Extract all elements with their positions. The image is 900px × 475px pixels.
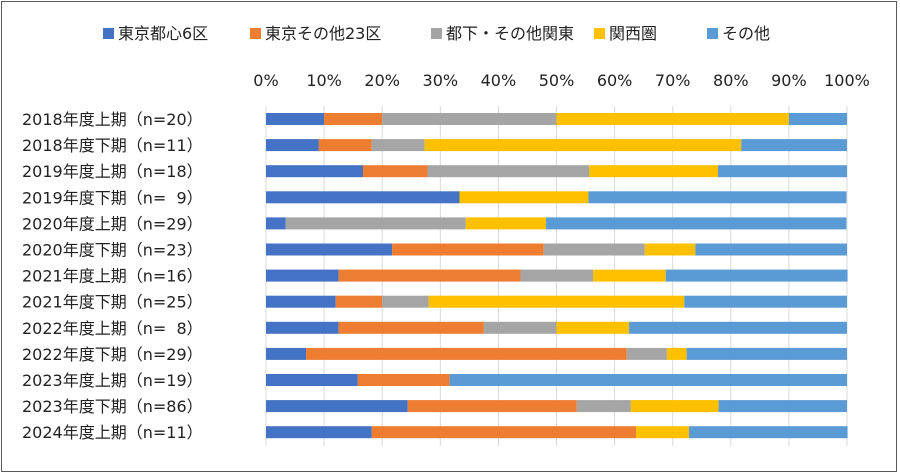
bar-segment (266, 191, 460, 204)
category-label: 2018年度下期（n=11） (22, 136, 203, 155)
legend-label: 東京都心6区 (118, 24, 208, 43)
bar-segment (686, 347, 847, 360)
category-label: 2024年度上期（n=11） (22, 423, 203, 442)
bar-segment (427, 165, 590, 178)
x-tick-label: 70% (655, 71, 691, 90)
legend-label: その他 (722, 24, 770, 43)
bar-segment (266, 400, 408, 413)
legend-swatch (250, 28, 261, 39)
x-axis-ticks: 0% 10% 20% 30% 40% 50% 60% 70% 80% 90% 100% (253, 71, 870, 90)
legend-swatch (707, 28, 718, 39)
bar-segment (465, 217, 547, 230)
bar-segment (588, 191, 847, 204)
bar-segment (266, 217, 286, 230)
legend-label: 東京その他23区 (265, 24, 381, 43)
bar-segment (718, 165, 847, 178)
bar-segment (576, 400, 631, 413)
bar-segment (266, 321, 339, 334)
legend-swatch (103, 28, 114, 39)
bar-segment (266, 243, 393, 256)
bar-segment (629, 321, 847, 334)
bar-segment (338, 269, 521, 282)
bar-segment (695, 243, 847, 256)
bar-segment (392, 243, 544, 256)
bar-segment (630, 400, 719, 413)
bar-segment (266, 165, 364, 178)
category-label: 2022年度上期（n= 8） (22, 319, 203, 338)
category-label: 2022年度下期（n=29） (22, 345, 203, 364)
bar-segment (636, 426, 689, 439)
x-tick-label: 60% (597, 71, 633, 90)
bar-segment (382, 295, 429, 308)
bar-segment (741, 139, 847, 152)
category-label: 2023年度下期（n=86） (22, 397, 203, 416)
bar-segment (543, 243, 645, 256)
bar-segment (407, 400, 577, 413)
bar-segment (459, 191, 589, 204)
bar-segment (382, 113, 557, 125)
bar-segment (318, 139, 372, 152)
bar-segment (626, 347, 667, 360)
x-tick-label: 90% (771, 71, 807, 90)
bar-segment (335, 295, 383, 308)
bar-segment (718, 400, 847, 413)
bar-segment (424, 139, 742, 152)
category-label: 2021年度下期（n=25） (22, 293, 203, 312)
bar-segment (665, 269, 848, 282)
x-tick-label: 50% (539, 71, 575, 90)
bar-segment (593, 269, 666, 282)
bar-segment (688, 426, 848, 439)
bar-segment (520, 269, 594, 282)
bar-segment (371, 139, 425, 152)
bar-segment (589, 165, 719, 178)
bar-segment (266, 347, 307, 360)
bar-segment (556, 113, 789, 125)
x-tick-label: 20% (364, 71, 400, 90)
x-tick-label: 40% (481, 71, 517, 90)
x-tick-label: 0% (253, 71, 278, 90)
category-label: 2020年度上期（n=29） (22, 214, 203, 233)
bar-segment (285, 217, 466, 230)
category-label: 2019年度下期（n= 9） (22, 188, 203, 207)
category-label: 2019年度上期（n=18） (22, 162, 203, 181)
bar-segment (338, 321, 484, 334)
category-label: 2018年度上期（n=20） (22, 110, 203, 129)
bar-segment (306, 347, 627, 360)
legend: 東京都心6区 東京その他23区 都下・その他関東 関西圏 その他 (103, 24, 770, 43)
bar-segment (266, 295, 336, 308)
bar-segment (266, 269, 339, 282)
category-label: 2021年度上期（n=16） (22, 267, 203, 286)
y-axis-labels: 2018年度上期（n=20） 2018年度下期（n=11） 2019年度上期（n=1… (22, 110, 203, 442)
legend-swatch (594, 28, 605, 39)
bar-segment (357, 374, 450, 386)
x-tick-label: 10% (306, 71, 342, 90)
bar-segment (428, 295, 685, 308)
bar-segment (546, 217, 847, 230)
bar-segment (644, 243, 696, 256)
legend-swatch (431, 28, 442, 39)
bar-segment (266, 374, 358, 386)
bar-segment (483, 321, 557, 334)
legend-label: 関西圏 (609, 24, 657, 43)
bar-segment (371, 426, 637, 439)
x-tick-label: 30% (423, 71, 459, 90)
bar-segment (266, 426, 372, 439)
bar-segment (684, 295, 847, 308)
category-label: 2023年度上期（n=19） (22, 371, 203, 390)
x-tick-label: 80% (713, 71, 749, 90)
bars (266, 113, 848, 439)
bar-segment (324, 113, 383, 125)
bar-segment (266, 113, 325, 125)
bar-segment (666, 347, 687, 360)
category-label: 2020年度下期（n=23） (22, 241, 203, 260)
bar-segment (788, 113, 847, 125)
x-tick-label: 100% (824, 71, 870, 90)
bar-segment (266, 139, 319, 152)
legend-label: 都下・その他関東 (446, 24, 574, 43)
bar-segment (449, 374, 847, 386)
bar-segment (363, 165, 428, 178)
bar-segment (556, 321, 630, 334)
